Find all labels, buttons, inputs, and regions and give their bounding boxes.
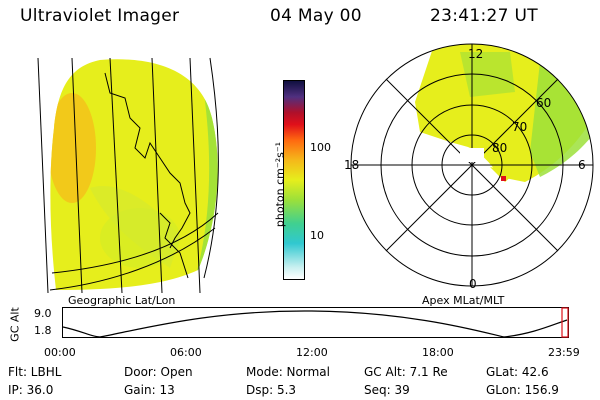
colorbar-unit-label: photon cm⁻²s⁻¹	[273, 141, 287, 228]
polar-grid	[350, 43, 594, 287]
seq-info: Seq: 39	[364, 383, 410, 397]
time-label: 23:41:27 UT	[430, 6, 538, 26]
glat-info: GLat: 42.6	[486, 365, 549, 379]
mlt-label-6: 6	[578, 158, 586, 172]
gc-alt-info: GC Alt: 7.1 Re	[364, 365, 448, 379]
right-panel-label: Apex MLat/MLT	[422, 294, 505, 307]
mlat-label-60: 60	[536, 96, 552, 110]
polar-mlat-mlt-panel	[350, 43, 594, 287]
instrument-title: Ultraviolet Imager	[20, 6, 180, 26]
gc-alt-curve	[62, 310, 568, 338]
xtick-0000: 00:00	[44, 346, 76, 359]
mode-info: Mode: Normal	[246, 365, 330, 379]
glon-info: GLon: 156.9	[486, 383, 559, 397]
colorbar	[283, 80, 305, 280]
earth-uv-disk	[50, 59, 218, 291]
current-time-marker	[561, 307, 569, 338]
mlt-label-12: 12	[468, 47, 484, 61]
gc-alt-ytick-9: 9.0	[34, 307, 52, 320]
colorbar-tick-100: 100	[310, 141, 331, 154]
ip-info: IP: 36.0	[8, 383, 54, 397]
mlat-label-80: 80	[492, 141, 508, 155]
mlat-label-70: 70	[512, 120, 528, 134]
mlt-label-18: 18	[344, 158, 360, 172]
gain-info: Gain: 13	[124, 383, 175, 397]
gc-alt-ylabel: GC Alt	[8, 307, 22, 342]
xtick-1200: 12:00	[296, 346, 328, 359]
xtick-2359: 23:59	[548, 346, 580, 359]
mlt-label-0: 0	[469, 277, 477, 291]
door-info: Door: Open	[124, 365, 193, 379]
left-panel-label: Geographic Lat/Lon	[68, 294, 176, 307]
xtick-1800: 18:00	[422, 346, 454, 359]
dsp-info: Dsp: 5.3	[246, 383, 297, 397]
gc-alt-ytick-1-8: 1.8	[34, 324, 52, 337]
xtick-0600: 06:00	[170, 346, 202, 359]
colorbar-tick-10: 10	[310, 229, 324, 242]
coastline	[104, 72, 191, 249]
date-label: 04 May 00	[270, 6, 362, 26]
geographic-image-panel	[37, 57, 219, 293]
filter-info: Flt: LBHL	[8, 365, 62, 379]
latitude-grid	[49, 212, 219, 291]
longitude-grid	[37, 57, 219, 293]
gc-alt-plot	[62, 307, 569, 338]
